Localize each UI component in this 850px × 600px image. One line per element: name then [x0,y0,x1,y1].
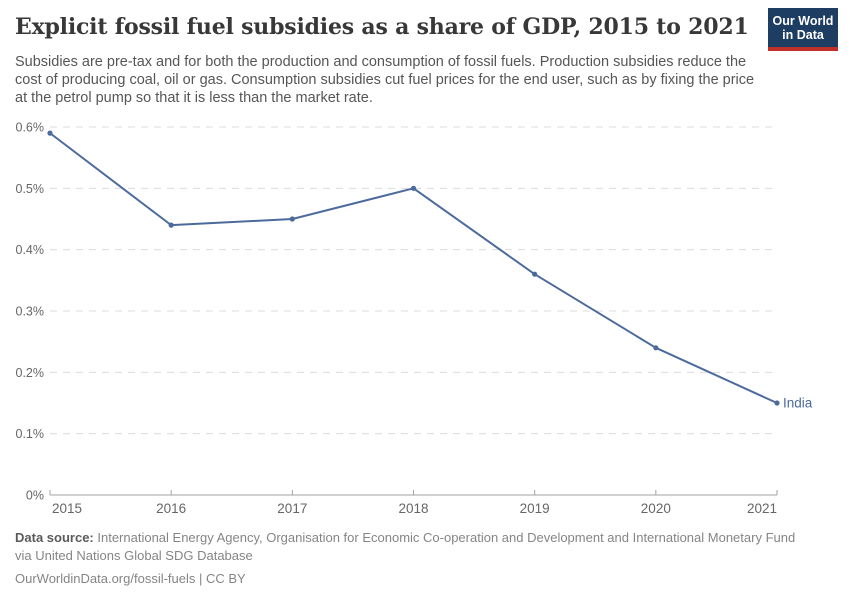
chart-title: Explicit fossil fuel subsidies as a shar… [15,14,749,40]
x-axis-tick-label: 2015 [52,501,82,516]
attribution-line: OurWorldinData.org/fossil-fuels | CC BY [15,571,246,586]
x-axis-tick-label: 2016 [156,501,186,516]
series-line [49,132,778,404]
y-axis-tick-label: 0.1% [16,427,45,441]
x-axis-tick-label: 2021 [747,501,777,516]
y-axis-tick-label: 0% [26,489,44,503]
y-axis-tick-label: 0.5% [16,182,45,196]
y-axis-tick-label: 0.4% [16,243,45,257]
owid-logo[interactable]: Our World in Data [768,8,838,51]
line-chart: 0% 0.1% 0.2% 0.3% 0.4% 0.5% 0.6% 2015 2016 2017 20… [16,121,813,517]
x-axis-tick-label: 2020 [641,501,671,516]
data-point [289,216,295,222]
x-axis-tick-label: 2017 [277,501,307,516]
y-axis-tick-label: 0.3% [16,305,45,319]
x-axis-tick-label: 2018 [398,501,428,516]
y-axis-tick-label: 0.6% [16,121,45,135]
data-point [774,400,780,406]
owid-logo-line1: Our World [772,14,834,28]
chart-subtitle: Subsidies are pre-tax and for both the p… [15,54,755,106]
series-end-label: India [783,396,813,411]
data-point [410,185,417,191]
chart-footer: Data source: International Energy Agency… [15,529,815,588]
data-point [47,130,53,136]
data-source-line: Data source: International Energy Agency… [15,529,815,564]
y-axis-tick-label: 0.2% [16,366,45,380]
data-point [532,271,538,277]
x-axis-tick-label: 2019 [520,501,550,516]
data-source-text: International Energy Agency, Organisatio… [15,530,796,563]
data-point [168,222,174,228]
data-point [653,345,659,351]
owid-logo-line2: in Data [782,28,824,42]
data-source-label: Data source: [15,530,94,545]
